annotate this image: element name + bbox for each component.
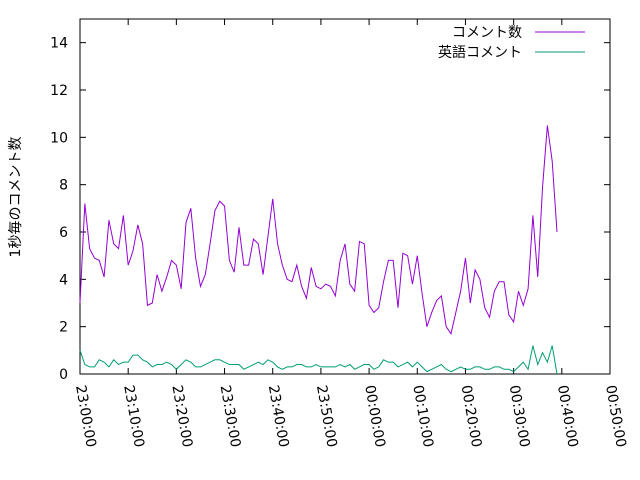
y-tick-label: 2 — [59, 320, 68, 336]
x-tick-label: 00:40:00 — [554, 384, 581, 449]
x-tick-label: 23:10:00 — [120, 384, 147, 449]
y-tick-label: 8 — [59, 178, 68, 194]
x-tick-label: 00:30:00 — [506, 384, 533, 449]
legend-label: コメント数 — [452, 25, 522, 41]
y-tick-label: 0 — [59, 367, 68, 383]
y-tick-label: 10 — [50, 130, 68, 146]
series-line — [79, 345, 558, 375]
y-tick-label: 14 — [50, 36, 68, 52]
x-tick-label: 23:30:00 — [217, 384, 244, 449]
x-tick-label: 00:00:00 — [361, 384, 388, 449]
plot-border — [79, 18, 611, 375]
y-tick-label: 4 — [59, 272, 68, 288]
y-tick-label: 6 — [59, 225, 68, 241]
x-tick-label: 00:10:00 — [409, 384, 436, 449]
x-tick-label: 00:20:00 — [458, 384, 485, 449]
x-tick-label: 23:40:00 — [265, 384, 292, 449]
x-tick-label: 23:00:00 — [72, 384, 99, 449]
y-axis-label: 1秒毎のコメント数 — [8, 137, 24, 258]
legend-label: 英語コメント — [438, 44, 522, 61]
x-tick-label: 00:50:00 — [602, 384, 629, 449]
y-tick-label: 12 — [50, 83, 68, 99]
x-tick-label: 23:50:00 — [313, 384, 340, 449]
series-line — [79, 125, 558, 336]
x-tick-label: 23:20:00 — [168, 384, 195, 449]
